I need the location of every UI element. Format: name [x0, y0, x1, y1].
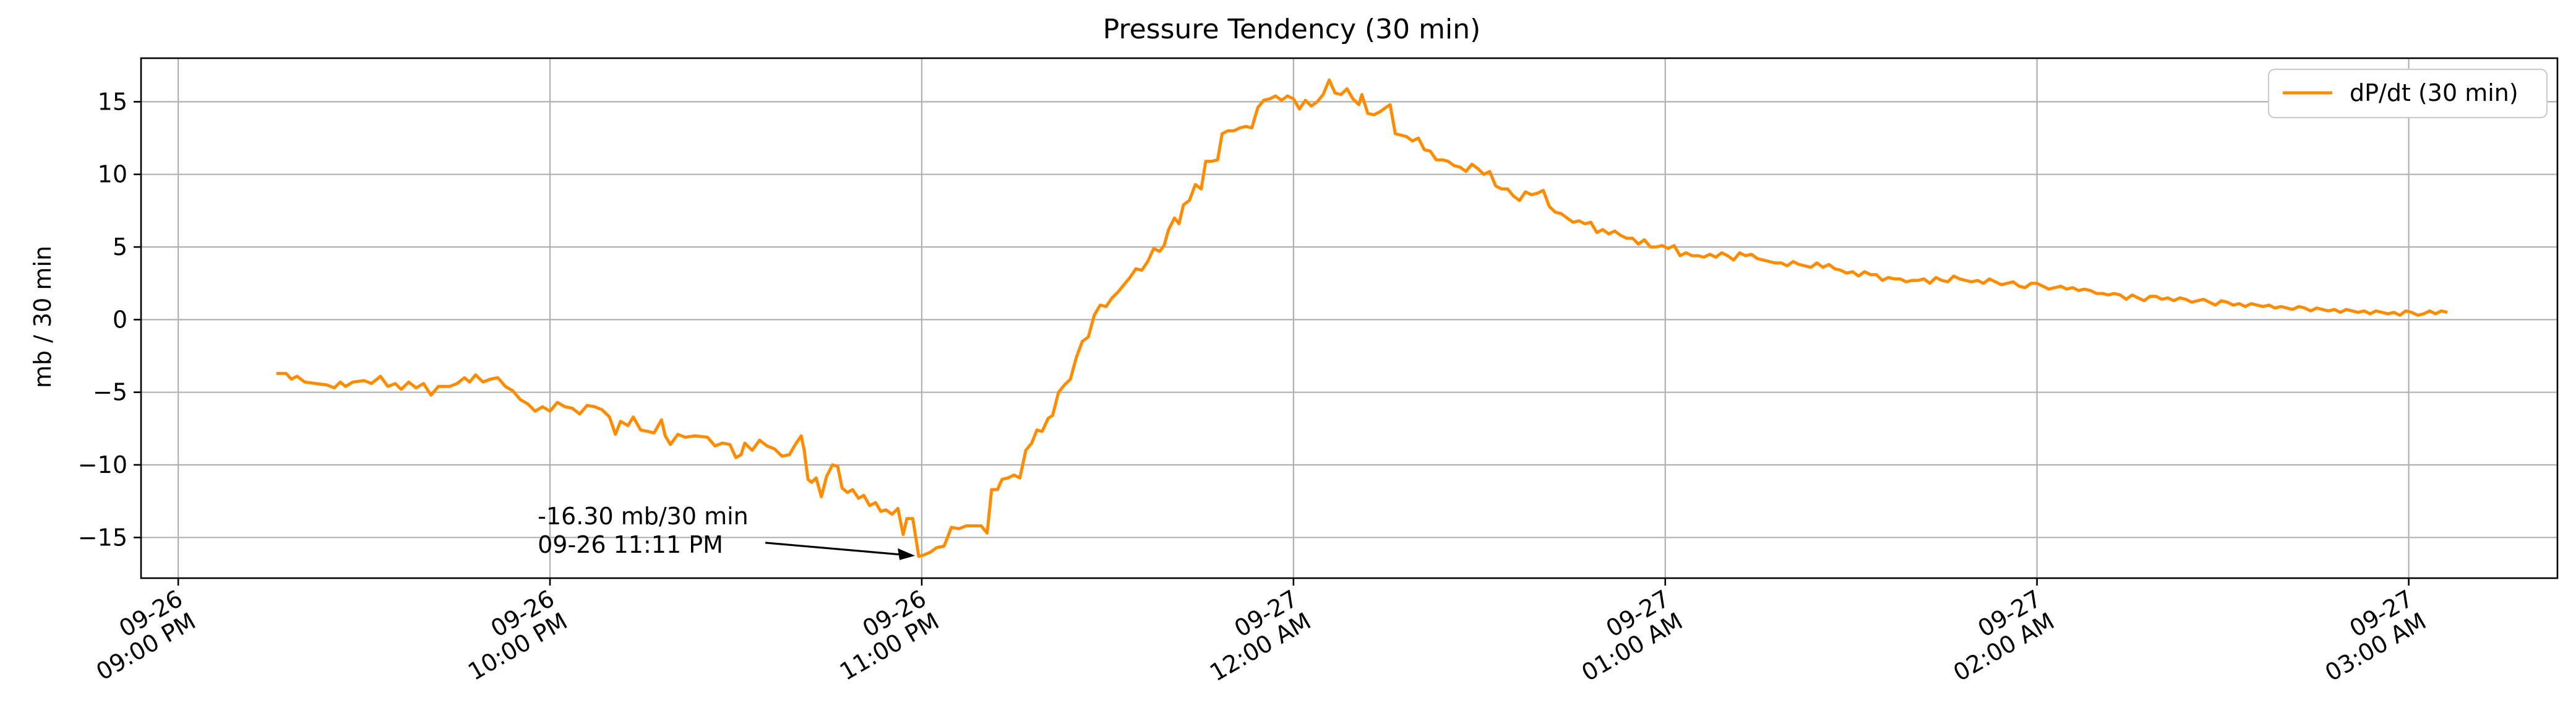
- min-annotation: -16.30 mb/30 min 09-26 11:11 PM: [538, 503, 916, 560]
- legend-box: [2267, 68, 2548, 119]
- y-tick-label-4: −5: [93, 379, 127, 406]
- annotation-arrow: [765, 542, 901, 556]
- y-tick-label-6: −15: [78, 524, 127, 551]
- y-tick-label-3: 0: [113, 306, 127, 333]
- series-layer: [276, 78, 2448, 558]
- series-line-0: [276, 78, 2448, 558]
- y-tick-label-1: 10: [98, 161, 127, 188]
- y-tick-label-2: 5: [113, 233, 127, 261]
- annotation-arrowhead: [898, 548, 916, 560]
- grid-lines: [141, 58, 2557, 578]
- y-axis-label: mb / 30 min: [29, 246, 56, 388]
- annotation-time: 09-26 11:11 PM: [538, 531, 723, 558]
- plot-frame: [140, 57, 2559, 579]
- chart-title: Pressure Tendency (30 min): [1103, 14, 1481, 45]
- legend: dP/dt (30 min): [2267, 68, 2548, 119]
- legend-label: dP/dt (30 min): [2350, 79, 2518, 106]
- y-tick-label-5: −10: [78, 451, 127, 478]
- y-axis-ticks: 15 10 5 0 −5 −10 −15: [78, 88, 141, 551]
- y-tick-label-0: 15: [98, 88, 127, 115]
- annotation-value: -16.30 mb/30 min: [538, 503, 749, 530]
